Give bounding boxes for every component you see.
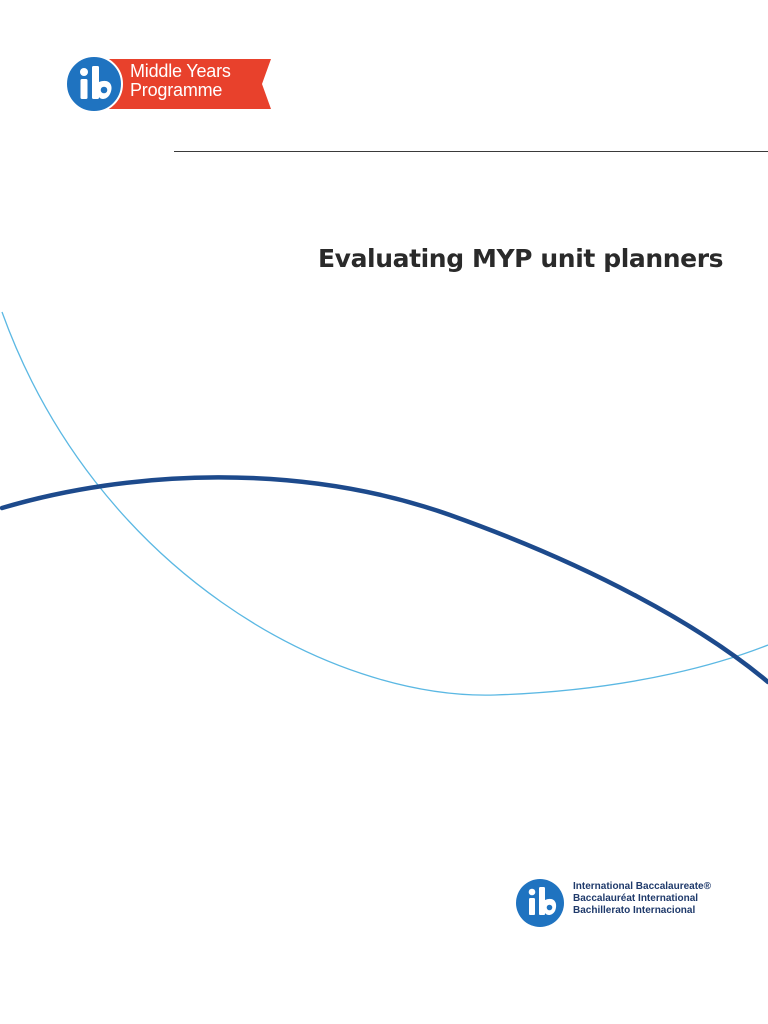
ib-circle-logo-icon [516,879,564,927]
ib-organization-names: International Baccalaureate® Baccalauréa… [573,881,711,917]
myp-programme-logo: Middle Years Programme [64,56,274,112]
header-divider [174,151,768,152]
programme-name-line-2: Programme [130,80,223,100]
thin-curve [1,311,768,696]
ib-name-english: International Baccalaureate® [573,881,711,892]
programme-name: Middle Years Programme [130,62,231,100]
ib-ribbon-logo-icon [65,56,271,112]
ib-name-french: Baccalauréat International [573,893,699,904]
programme-name-line-1: Middle Years [130,61,231,81]
ib-name-spanish: Bachillerato Internacional [573,905,696,916]
thick-curve [0,475,768,685]
document-title: Evaluating MYP unit planners [318,244,724,273]
ib-organization-logo: International Baccalaureate® Baccalauréa… [515,878,715,930]
